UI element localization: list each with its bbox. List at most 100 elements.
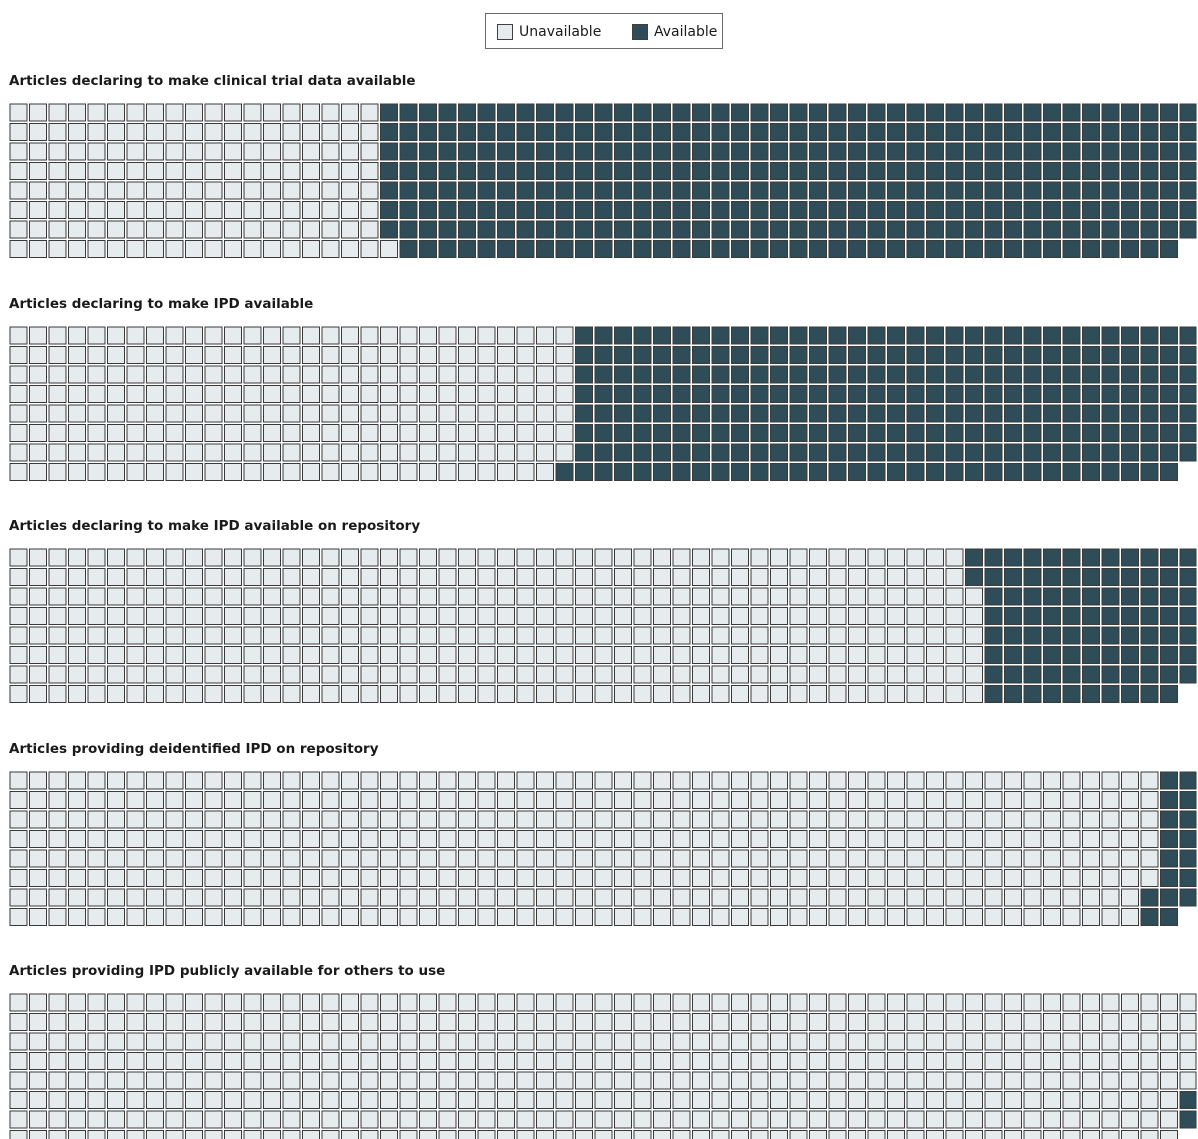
cell-unavailable (614, 587, 632, 606)
cell-unavailable (750, 791, 769, 809)
cell-available (1179, 607, 1197, 625)
cell-unavailable (380, 646, 398, 664)
cell-unavailable (9, 142, 28, 161)
cell-unavailable (224, 810, 242, 829)
cell-available (1082, 346, 1100, 364)
cell-unavailable (614, 607, 632, 625)
cell-unavailable (848, 1130, 866, 1139)
cell-unavailable (341, 220, 359, 239)
cell-unavailable (399, 888, 418, 907)
cell-available (1140, 626, 1159, 645)
cell-available (1062, 463, 1081, 481)
cell-unavailable (731, 1013, 749, 1031)
cell-unavailable (594, 791, 613, 809)
cell-available (848, 463, 866, 481)
cell-available (497, 142, 515, 161)
cell-unavailable (224, 626, 242, 645)
cell-unavailable (185, 791, 203, 809)
cell-unavailable (68, 326, 86, 345)
cell-unavailable (48, 1013, 67, 1031)
cell-unavailable (828, 888, 847, 907)
cell-available (555, 162, 574, 180)
cell-unavailable (341, 443, 359, 462)
cell-available (1140, 142, 1159, 161)
cell-unavailable (789, 1013, 808, 1031)
cell-unavailable (965, 607, 983, 625)
cell-unavailable (965, 685, 983, 703)
cell-unavailable (575, 1130, 593, 1139)
cell-unavailable (107, 181, 125, 200)
cell-unavailable (302, 830, 320, 848)
cell-unavailable (516, 385, 535, 403)
cell-unavailable (497, 607, 515, 625)
cell-available (1121, 626, 1139, 645)
cell-unavailable (165, 1052, 184, 1070)
cell-available (1062, 646, 1081, 664)
cell-available (809, 463, 827, 481)
cell-unavailable (341, 1110, 359, 1129)
cell-unavailable (906, 869, 925, 887)
cell-unavailable (926, 1052, 944, 1070)
cell-available (594, 346, 613, 364)
cell-unavailable (594, 607, 613, 625)
cell-unavailable (48, 443, 67, 462)
cell-available (1043, 220, 1061, 239)
cell-available (1101, 181, 1120, 200)
panel-title-ipd-available: Articles declaring to make IPD available (9, 296, 314, 312)
cell-unavailable (302, 385, 320, 403)
cell-available (926, 365, 944, 384)
cell-unavailable (458, 568, 476, 586)
cell-unavailable (906, 908, 925, 926)
cell-unavailable (399, 908, 418, 926)
cell-available (1004, 201, 1022, 219)
cell-available (984, 587, 1003, 606)
legend: Unavailable Available (485, 13, 723, 49)
cell-unavailable (29, 771, 47, 790)
cell-unavailable (360, 424, 379, 442)
cell-unavailable (9, 365, 28, 384)
cell-unavailable (1043, 1032, 1061, 1051)
cell-available (1140, 568, 1159, 586)
cell-available (477, 201, 496, 219)
cell-unavailable (887, 1071, 905, 1090)
cell-unavailable (29, 181, 47, 200)
cell-unavailable (653, 665, 671, 684)
cell-unavailable (809, 830, 827, 848)
cell-unavailable (867, 810, 886, 829)
cell-unavailable (185, 771, 203, 790)
cell-unavailable (399, 626, 418, 645)
cell-unavailable (828, 1071, 847, 1090)
cell-unavailable (965, 1052, 983, 1070)
cell-unavailable (380, 908, 398, 926)
cell-unavailable (692, 1091, 710, 1109)
cell-unavailable (887, 810, 905, 829)
cell-unavailable (87, 568, 106, 586)
cell-unavailable (29, 103, 47, 122)
cell-available (711, 346, 730, 364)
cell-available (1179, 568, 1197, 586)
cell-available (926, 385, 944, 403)
cell-unavailable (282, 1032, 301, 1051)
cell-unavailable (848, 869, 866, 887)
cell-available (789, 220, 808, 239)
cell-unavailable (380, 240, 398, 258)
cell-unavailable (867, 993, 886, 1012)
cell-available (692, 181, 710, 200)
cell-unavailable (87, 1130, 106, 1139)
cell-unavailable (1062, 1013, 1081, 1031)
cell-unavailable (419, 1071, 437, 1090)
cell-unavailable (653, 1052, 671, 1070)
cell-unavailable (399, 1071, 418, 1090)
cell-available (731, 142, 749, 161)
cell-unavailable (360, 443, 379, 462)
cell-unavailable (614, 1110, 632, 1129)
cell-available (419, 123, 437, 141)
cell-available (1140, 326, 1159, 345)
cell-available (828, 463, 847, 481)
cell-unavailable (750, 626, 769, 645)
cell-available (848, 220, 866, 239)
cell-unavailable (633, 626, 652, 645)
cell-available (575, 103, 593, 122)
cell-unavailable (87, 142, 106, 161)
cell-unavailable (672, 1032, 691, 1051)
